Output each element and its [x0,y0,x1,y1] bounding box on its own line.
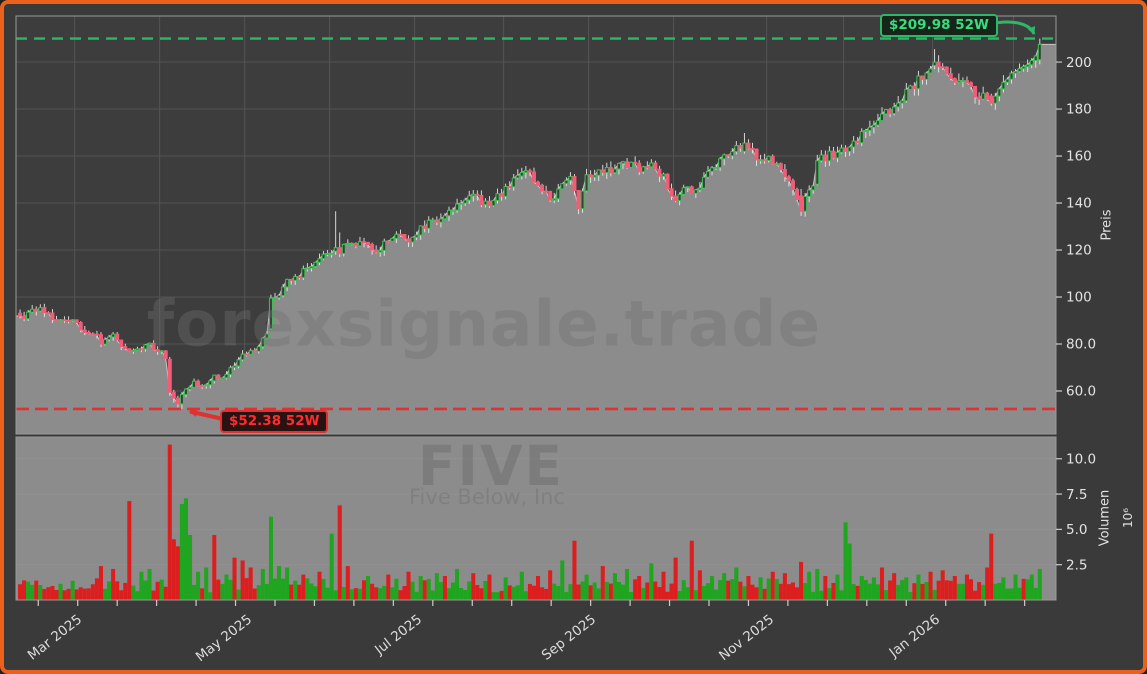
price-tick-label: 100 [1066,290,1092,306]
high-52w-annotation: $209.98 52W [880,14,998,37]
price-tick-label: 140 [1066,196,1092,212]
price-tick-label: 60.0 [1066,384,1096,400]
volume-tick-label: 2.5 [1066,557,1087,573]
price-tick-label: 120 [1066,243,1092,259]
volume-axis-title: Volumen [1097,489,1113,547]
candles-layer [18,38,1042,409]
52w-lines [16,37,1056,411]
price-tick-label: 180 [1066,102,1092,118]
volume-tick-label: 10.0 [1066,451,1096,467]
price-volume-chart: 200 180 160 140 120 100 80.0 60.0 10.0 7.5 5.0 2.5 M… [15,15,1096,666]
volume-bars-layer [18,444,1042,600]
x-tick-label: Nov 2025 [716,612,777,665]
price-tick-label: 200 [1066,55,1092,71]
panel-spines [15,15,1057,601]
x-tick-label: Jan 2026 [886,612,944,662]
volume-axis-unit: 10⁶ [1121,507,1135,529]
low-52w-annotation: $52.38 52W [220,410,329,433]
price-tick-label: 80.0 [1066,337,1096,353]
x-tick-label: Mar 2025 [25,612,85,664]
volume-tick-label: 5.0 [1066,522,1087,538]
x-tick-label: May 2025 [193,612,255,666]
price-axis-title: Preis [1099,209,1115,241]
volume-tick-label: 7.5 [1066,487,1087,503]
price-tick-label: 160 [1066,149,1092,165]
x-tick-label: Jul 2025 [371,612,425,659]
x-tick-label: Sep 2025 [539,612,599,664]
